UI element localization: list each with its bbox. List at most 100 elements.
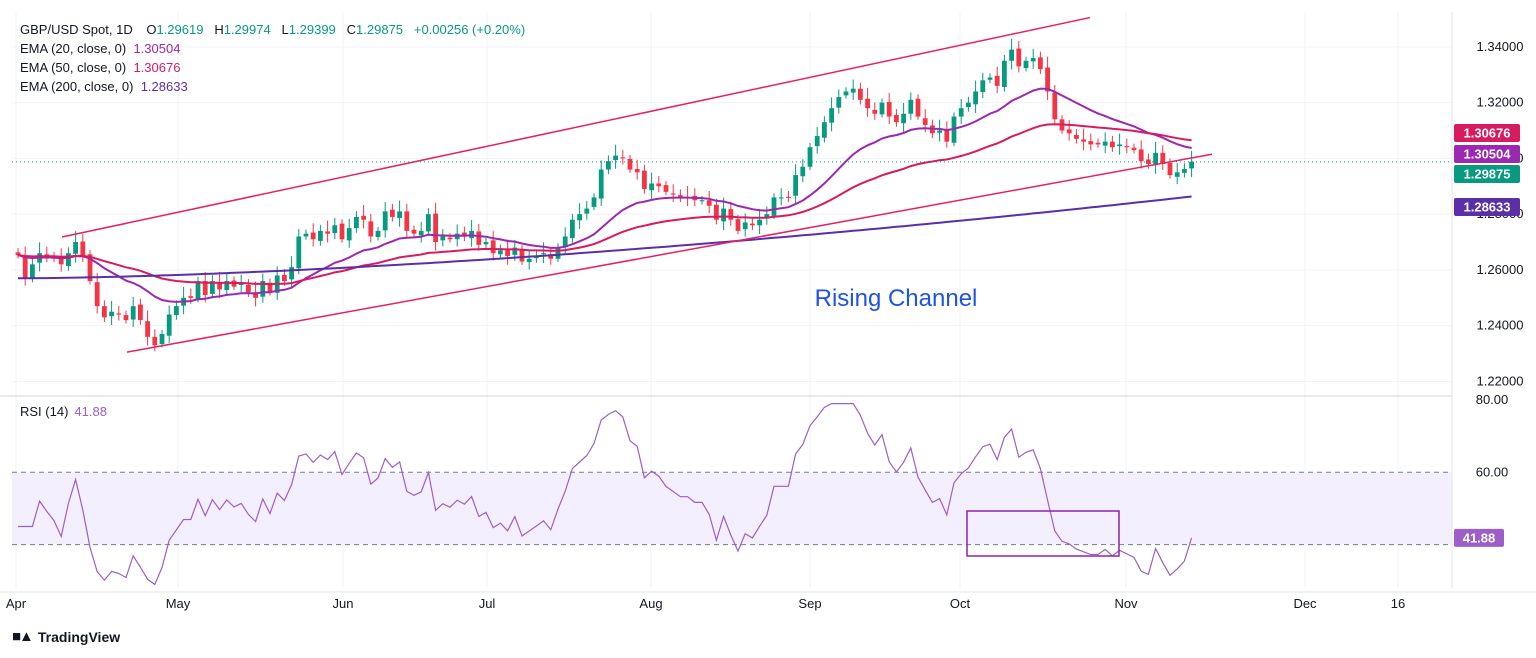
candle-body: [404, 211, 410, 231]
candle-body: [1052, 92, 1058, 120]
candle-body: [649, 183, 654, 191]
open-value: 1.29619: [156, 22, 204, 37]
candle-body: [94, 282, 100, 307]
ema50-legend[interactable]: EMA (50, close, 0) 1.30676: [20, 58, 525, 77]
candle-body: [109, 311, 114, 317]
candle-body: [872, 109, 878, 114]
price-badge-label: 1.30504: [1464, 147, 1512, 162]
candle-body: [901, 113, 906, 124]
candle-body: [498, 250, 503, 255]
candle-body: [1117, 144, 1122, 147]
candle-body: [80, 241, 86, 256]
ema20-label: EMA (20, close, 0): [20, 41, 127, 56]
candle-body: [116, 313, 122, 315]
tradingview-logo[interactable]: ■▲ TradingView: [12, 628, 120, 645]
candle-body: [253, 292, 258, 298]
price-badge: 1.30504: [1454, 145, 1520, 163]
candle-body: [584, 208, 590, 214]
candle-body: [44, 254, 50, 256]
candle-body: [750, 223, 755, 226]
candle-body: [894, 114, 899, 123]
candle-body: [1016, 48, 1022, 67]
candle-body: [757, 219, 762, 226]
candle-body: [778, 197, 784, 199]
price-badge-bg: [1454, 124, 1520, 142]
candle-body: [130, 306, 136, 320]
candle-body: [663, 185, 669, 192]
candle-body: [627, 158, 633, 170]
candle-body: [325, 231, 330, 234]
candle-body: [519, 249, 525, 262]
candle-body: [195, 281, 201, 299]
tradingview-name: TradingView: [37, 628, 121, 645]
close-label: C: [346, 22, 357, 37]
candle-body: [1131, 147, 1137, 151]
high-label: H: [214, 22, 224, 37]
close-value: 1.29875: [356, 22, 404, 37]
candle-body: [598, 169, 604, 199]
candle-body: [1102, 141, 1108, 146]
candle-body: [1066, 129, 1072, 134]
candle-body: [800, 166, 806, 177]
candle-body: [865, 98, 870, 109]
rsi-legend[interactable]: RSI (14) 41.88: [20, 404, 107, 419]
ohlc-row: GBP/USD Spot, 1D O1.29619 H1.29974 L1.29…: [20, 20, 525, 39]
price-badge: 1.30676: [1454, 124, 1520, 142]
candle-body: [994, 75, 1000, 86]
channel-upper-line: [61, 16, 1091, 238]
candle-body: [202, 281, 208, 296]
candle-body: [1030, 58, 1036, 62]
rsi-panel[interactable]: 41.88: [18, 403, 1504, 586]
price-badge-label: 1.29875: [1464, 167, 1511, 182]
x-tick-label: Aug: [639, 596, 662, 611]
candle-body: [382, 211, 388, 231]
ema20-legend[interactable]: EMA (20, close, 0) 1.30504: [20, 39, 525, 58]
candle-body: [829, 108, 834, 123]
candle-body: [1009, 49, 1014, 61]
candle-body: [411, 229, 417, 234]
candle-body: [138, 304, 143, 321]
ema20-line: [17, 87, 1192, 303]
candle-body: [642, 170, 647, 190]
candle-body: [246, 284, 251, 293]
legend: GBP/USD Spot, 1D O1.29619 H1.29974 L1.29…: [20, 20, 525, 96]
symbol-label[interactable]: GBP/USD Spot, 1D: [20, 22, 133, 37]
rsi-value: 41.88: [74, 404, 107, 419]
candle-body: [858, 88, 863, 100]
candle-body: [102, 306, 107, 318]
candle-body: [850, 88, 856, 93]
candle-body: [483, 242, 489, 245]
candle-body: [66, 253, 71, 267]
rsi-badge-bg: [1454, 528, 1504, 547]
candle-body: [721, 208, 726, 222]
candle-body: [375, 230, 381, 238]
candle-body: [814, 136, 820, 147]
candle-body: [224, 281, 230, 290]
candle-body: [526, 258, 532, 263]
candle-body: [433, 213, 438, 243]
candle-body: [87, 254, 93, 282]
candle-body: [447, 237, 453, 240]
rsi-line: [18, 403, 1193, 586]
candle-body: [764, 214, 770, 219]
candle-body: [613, 155, 618, 161]
ema-lines[interactable]: [17, 87, 1192, 303]
ema50-value: 1.30676: [133, 60, 181, 75]
rising-channel[interactable]: [12, 16, 1452, 353]
rsi-band: [12, 471, 1452, 546]
ema200-label: EMA (200, close, 0): [20, 79, 134, 94]
candle-body: [217, 282, 222, 290]
candle-body: [843, 91, 849, 96]
candle-body: [260, 281, 266, 297]
candle-body: [634, 168, 640, 173]
price-badge: 1.29875: [1454, 165, 1520, 183]
candle-body: [570, 219, 575, 239]
candle-body: [361, 215, 366, 220]
candle-body: [1174, 172, 1180, 177]
candle-body: [937, 130, 942, 133]
ema200-legend[interactable]: EMA (200, close, 0) 1.28633: [20, 77, 525, 96]
candle-body: [966, 102, 971, 108]
candle-body: [807, 147, 813, 167]
candle-body: [577, 214, 582, 221]
x-tick-label: Apr: [6, 596, 27, 611]
